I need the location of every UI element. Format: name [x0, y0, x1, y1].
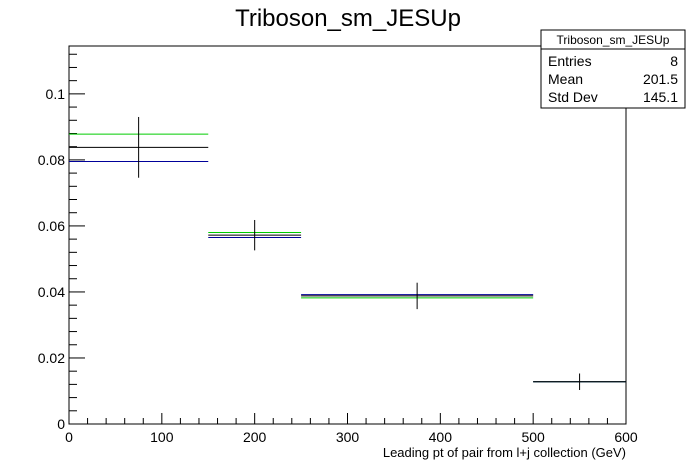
x-tick-label: 200 — [243, 429, 267, 445]
histogram-series — [69, 116, 626, 390]
y-axis-ticks — [69, 53, 85, 425]
stats-box-title: Triboson_sm_JESUp — [557, 33, 670, 47]
stats-box: Triboson_sm_JESUp Entries 8 Mean 201.5 S… — [540, 29, 686, 109]
stats-box-frame — [540, 29, 686, 109]
y-tick-label: 0.1 — [46, 86, 66, 102]
stats-entries-label: Entries — [548, 53, 592, 69]
chart-title: Triboson_sm_JESUp — [235, 5, 461, 32]
x-axis-label: Leading pt of pair from l+j collection (… — [383, 445, 626, 460]
x-tick-label: 300 — [336, 429, 360, 445]
x-axis-tick-labels: 0 100 200 300 400 500 600 — [65, 429, 638, 445]
x-tick-label: 400 — [429, 429, 453, 445]
y-tick-label: 0.08 — [38, 152, 65, 168]
x-tick-label: 0 — [65, 429, 73, 445]
stats-mean-value: 201.5 — [643, 71, 678, 87]
x-tick-label: 600 — [614, 429, 638, 445]
y-axis-tick-labels: 0 0.02 0.04 0.06 0.08 0.1 — [38, 86, 65, 432]
stats-stddev-value: 145.1 — [643, 89, 678, 105]
x-axis-ticks — [68, 413, 627, 424]
y-tick-label: 0.06 — [38, 218, 65, 234]
y-tick-label: 0.02 — [38, 350, 65, 366]
y-tick-label: 0 — [57, 416, 65, 432]
stats-entries-value: 8 — [670, 53, 678, 69]
x-tick-label: 100 — [150, 429, 174, 445]
stats-stddev-label: Std Dev — [548, 89, 598, 105]
x-tick-label: 500 — [521, 429, 545, 445]
stats-mean-label: Mean — [548, 71, 583, 87]
y-tick-label: 0.04 — [38, 284, 65, 300]
